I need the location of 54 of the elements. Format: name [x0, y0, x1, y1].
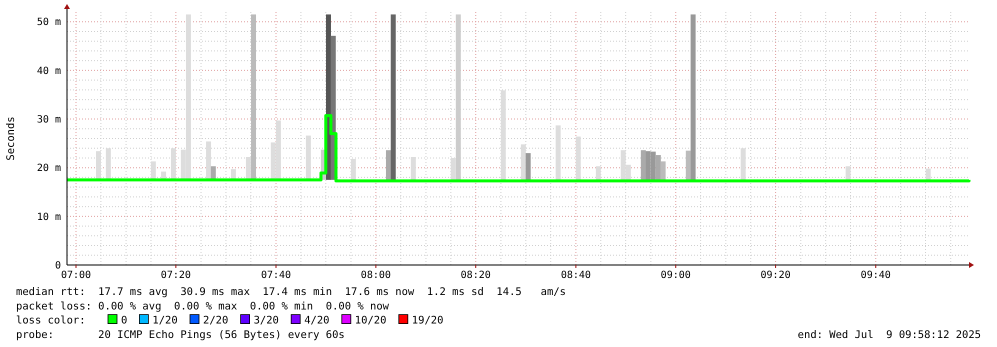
- bar: [690, 14, 696, 180]
- legend-label: 19/20: [412, 314, 444, 327]
- text: end: Wed Jul 9 09:58:12 2025: [798, 328, 981, 341]
- legend-label: 2/20: [203, 314, 228, 327]
- x-tick-label: 09:00: [660, 270, 691, 281]
- x-tick-label: 08:20: [460, 270, 491, 281]
- bar: [206, 141, 212, 180]
- bar: [660, 161, 666, 180]
- bar: [500, 90, 506, 180]
- y-tick-label: 40 m: [36, 66, 61, 77]
- x-tick-label: 07:20: [160, 270, 191, 281]
- y-tick-label: 0: [54, 260, 61, 272]
- bar: [410, 156, 416, 180]
- bar: [106, 148, 111, 180]
- legend-label: 4/20: [304, 314, 330, 327]
- bar: [386, 150, 391, 180]
- bar: [350, 158, 356, 180]
- bar: [390, 14, 396, 180]
- x-tick-label: 08:40: [560, 270, 591, 281]
- bar: [640, 150, 646, 180]
- y-tick-label: 10 m: [36, 212, 61, 223]
- bar: [576, 136, 581, 180]
- bar: [656, 155, 661, 180]
- x-tick-label: 09:20: [760, 270, 791, 281]
- y-tick-label: 30 m: [36, 114, 61, 126]
- x-tick-label: 07:00: [60, 270, 92, 281]
- bar: [170, 148, 176, 180]
- text: packet loss: 0.00 % avg 0.00 % max 0.00 % min 0.00 % now: [16, 300, 390, 312]
- legend-title: loss color:: [16, 314, 86, 327]
- bar: [251, 14, 256, 180]
- text: probe: 20 ICMP Echo Pings (56 Bytes) every 60s: [16, 328, 345, 341]
- x-tick-label: 08:00: [360, 270, 391, 281]
- x-tick-label: 07:40: [260, 270, 292, 281]
- y-tick-label: 20 m: [36, 163, 61, 174]
- bar: [150, 161, 156, 180]
- bar: [740, 148, 746, 180]
- bar: [96, 151, 101, 180]
- legend-label: 3/20: [254, 314, 279, 327]
- legend-label: 1/20: [152, 314, 178, 327]
- bar: [596, 166, 601, 180]
- bar: [926, 168, 931, 180]
- legend-label: 0: [121, 314, 128, 327]
- bar: [846, 166, 851, 180]
- bar: [526, 153, 531, 180]
- text: median rtt: 17.7 ms avg 30.9 ms max 17.4 ms min 17.6 ms now 1.2 ms sd 14.5 am/s: [16, 286, 566, 298]
- bar: [520, 144, 526, 180]
- bar: [556, 125, 561, 180]
- bar: [450, 158, 456, 180]
- bar: [306, 136, 311, 180]
- legend-label: 10/20: [354, 314, 386, 327]
- y-axis-title: Seconds: [5, 116, 17, 161]
- bar: [246, 156, 251, 180]
- y-tick-label: 50 m: [36, 17, 61, 28]
- x-tick-label: 09:40: [860, 270, 891, 281]
